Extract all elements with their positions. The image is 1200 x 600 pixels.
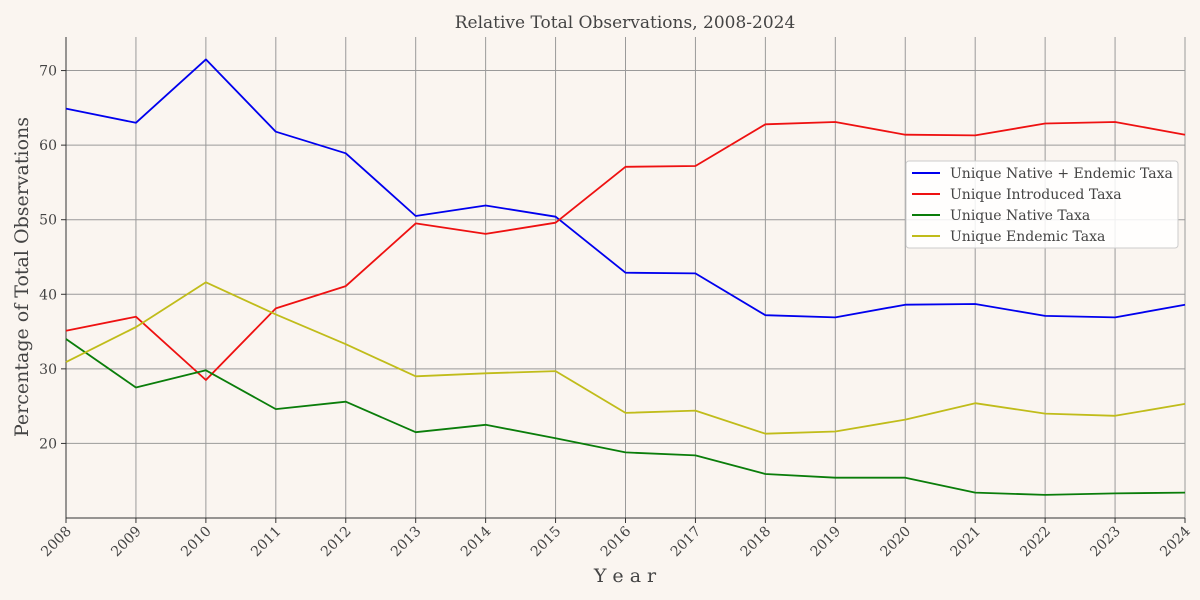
series-line-1 bbox=[65, 58, 1186, 319]
legend-box bbox=[905, 160, 1179, 249]
y-tick-label: 40 bbox=[39, 287, 57, 303]
legend-label: Unique Endemic Taxa bbox=[950, 229, 1105, 245]
chart-title: Relative Total Observations, 2008-2024 bbox=[455, 13, 796, 33]
legend-label: Unique Native + Endemic Taxa bbox=[950, 166, 1173, 182]
x-tick-label: 2016 bbox=[598, 523, 635, 560]
x-tick-label: 2011 bbox=[248, 524, 285, 561]
x-tick-label: 2020 bbox=[878, 524, 915, 561]
legend: Unique Native + Endemic Taxa Unique Intro… bbox=[905, 160, 1179, 249]
x-tick-label: 2008 bbox=[38, 524, 75, 561]
x-tick-label: 2022 bbox=[1017, 524, 1054, 561]
grid bbox=[65, 37, 1186, 518]
series-lines bbox=[65, 58, 1186, 496]
legend-label: Unique Native Taxa bbox=[950, 208, 1090, 224]
x-axis-label: Y e a r bbox=[593, 565, 657, 587]
series-line-3 bbox=[65, 338, 1186, 496]
x-tick-label: 2009 bbox=[108, 524, 145, 561]
y-tick-label: 70 bbox=[39, 64, 57, 80]
x-tick-label: 2017 bbox=[668, 524, 705, 561]
x-tick-label: 2013 bbox=[388, 524, 425, 561]
y-tick-label: 60 bbox=[39, 138, 57, 154]
x-tick-label: 2012 bbox=[318, 524, 355, 561]
series-line-4 bbox=[65, 281, 1186, 435]
y-tick-label: 20 bbox=[39, 436, 57, 452]
y-tick-label: 50 bbox=[39, 213, 57, 229]
x-tick-label: 2018 bbox=[738, 524, 775, 561]
x-tick-label: 2024 bbox=[1157, 523, 1194, 560]
x-tick-label: 2010 bbox=[178, 524, 215, 561]
x-tick-label: 2014 bbox=[458, 523, 495, 560]
legend-label: Unique Introduced Taxa bbox=[950, 187, 1122, 203]
y-tick-label: 30 bbox=[39, 362, 57, 378]
x-tick-label: 2015 bbox=[528, 524, 565, 561]
x-tick-label: 2019 bbox=[808, 524, 845, 561]
x-tick-label: 2023 bbox=[1087, 524, 1124, 561]
axes bbox=[61, 37, 1186, 523]
series-line-2 bbox=[65, 121, 1186, 381]
y-axis-label: Percentage of Total Observations bbox=[11, 117, 33, 437]
x-tick-label: 2021 bbox=[948, 524, 985, 561]
